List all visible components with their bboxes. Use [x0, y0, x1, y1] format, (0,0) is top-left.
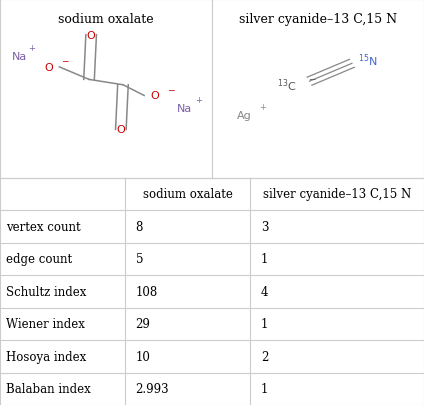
Text: +: +	[195, 95, 202, 104]
Text: Schultz index: Schultz index	[6, 285, 87, 298]
Text: 29: 29	[136, 318, 151, 330]
Text: Wiener index: Wiener index	[6, 318, 85, 330]
Text: 5: 5	[136, 253, 143, 266]
Text: −: −	[61, 56, 68, 65]
Text: 108: 108	[136, 285, 158, 298]
Text: sodium oxalate: sodium oxalate	[58, 13, 154, 26]
Text: Balaban index: Balaban index	[6, 382, 91, 395]
Text: −: −	[167, 85, 174, 94]
Text: vertex count: vertex count	[6, 220, 81, 233]
Text: silver cyanide–13 C,15 N: silver cyanide–13 C,15 N	[239, 13, 397, 26]
Text: $^{15}$N: $^{15}$N	[358, 52, 378, 69]
Text: $^{13}$C: $^{13}$C	[277, 77, 297, 94]
Text: +: +	[28, 44, 35, 53]
Text: 1: 1	[261, 318, 268, 330]
Text: O: O	[87, 31, 95, 40]
Text: O: O	[45, 63, 53, 73]
Text: O: O	[117, 125, 125, 135]
Text: sodium oxalate: sodium oxalate	[143, 188, 232, 201]
Text: Hosoya index: Hosoya index	[6, 350, 86, 363]
Text: O: O	[151, 91, 159, 101]
Text: Ag: Ag	[237, 111, 251, 121]
Text: 4: 4	[261, 285, 268, 298]
Text: edge count: edge count	[6, 253, 73, 266]
Text: 8: 8	[136, 220, 143, 233]
Text: +: +	[259, 102, 266, 111]
Text: Na: Na	[11, 52, 27, 62]
Text: 1: 1	[261, 253, 268, 266]
Text: silver cyanide–13 C,15 N: silver cyanide–13 C,15 N	[263, 188, 411, 201]
Text: 2.993: 2.993	[136, 382, 169, 395]
Text: 2: 2	[261, 350, 268, 363]
Text: 10: 10	[136, 350, 151, 363]
Text: 1: 1	[261, 382, 268, 395]
Text: Na: Na	[177, 104, 192, 114]
Text: −: −	[308, 74, 315, 83]
Text: 3: 3	[261, 220, 268, 233]
